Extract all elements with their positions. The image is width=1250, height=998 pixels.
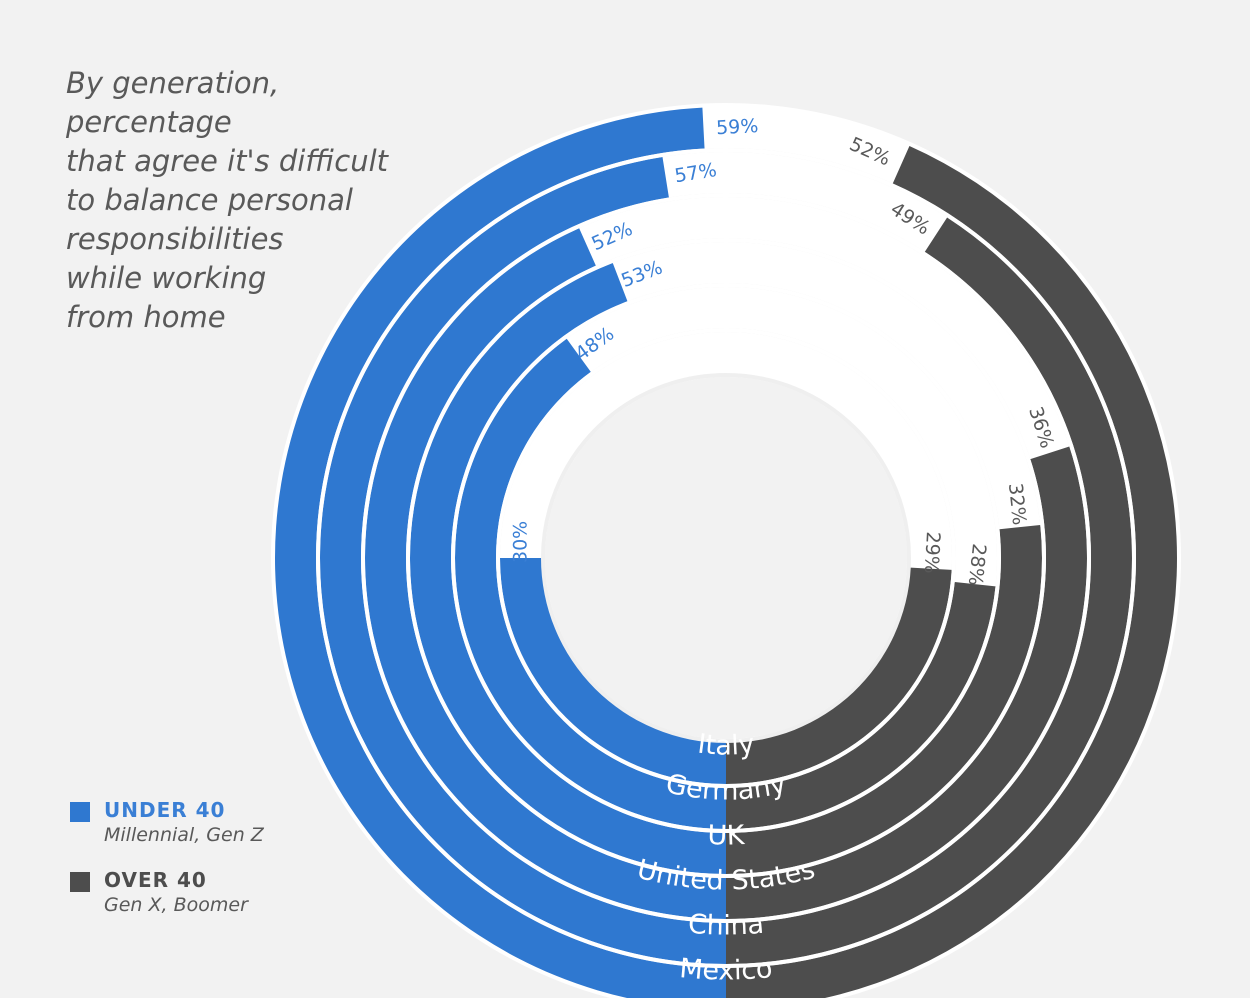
legend-swatch-over-40: [70, 872, 90, 892]
chart-title: By generation, percentage that agree it'…: [66, 64, 446, 337]
bar-over-40-uk: [726, 524, 1042, 874]
ring-separator: [406, 238, 1046, 878]
legend-sub-over-40: Gen X, Boomer: [104, 894, 248, 916]
bar-under-40-italy: [500, 558, 726, 784]
bar-over-40-united-states: [726, 446, 1087, 919]
title-line: responsibilities: [66, 222, 284, 256]
bar-under-40-china: [320, 156, 726, 964]
ring-guide: [541, 373, 911, 743]
bar-under-40-united-states: [365, 228, 726, 919]
category-label: Italy: [696, 729, 756, 762]
bar-over-40-china: [726, 217, 1132, 964]
title-line: from home: [66, 300, 226, 334]
title-line: By generation, percentage: [66, 66, 280, 139]
chart-center: [545, 377, 907, 739]
bar-under-40-germany: [455, 338, 726, 829]
category-label: UK: [707, 820, 746, 852]
legend-swatch-under-40: [70, 802, 90, 822]
value-label-under-40: 30%: [510, 521, 532, 563]
ring-separator: [361, 193, 1091, 923]
category-label: China: [687, 909, 765, 942]
title-line: to balance personal: [66, 183, 353, 217]
legend-label-under-40: UNDER 40: [104, 798, 226, 822]
value-label-under-40: 59%: [716, 115, 759, 139]
bar-over-40-italy: [726, 567, 952, 784]
bar-over-40-germany: [726, 582, 996, 829]
ring-separator: [496, 328, 956, 788]
ring-separator: [316, 148, 1136, 968]
value-label-over-40: 29%: [920, 531, 944, 574]
category-label: Mexico: [678, 953, 773, 986]
legend-label-over-40: OVER 40: [104, 868, 207, 892]
ring-separator: [451, 283, 1001, 833]
value-label-over-40: 28%: [964, 542, 990, 586]
bar-under-40-uk: [410, 262, 726, 874]
title-line: that agree it's difficult: [66, 144, 389, 178]
title-line: while working: [66, 261, 267, 295]
value-label-over-40: 32%: [1004, 482, 1030, 526]
legend-sub-under-40: Millennial, Gen Z: [104, 824, 264, 846]
